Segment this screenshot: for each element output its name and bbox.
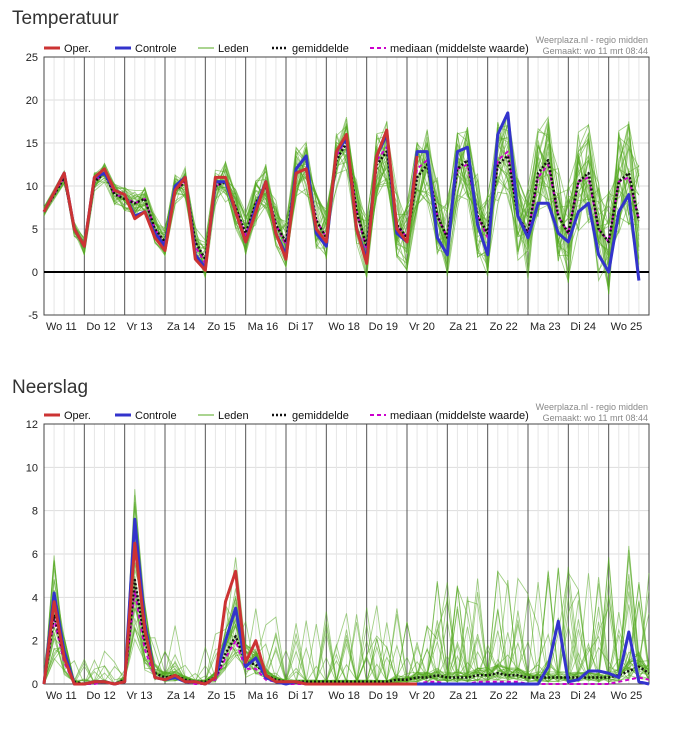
y-tick-label: 2 [32,636,38,648]
x-day-label: Za 21 [449,690,477,702]
x-day-label: Do 12 [86,690,115,702]
legend-label-gemiddelde: gemiddelde [292,43,349,55]
gemiddelde-line [42,578,650,686]
x-day-label: Zo 22 [490,690,518,702]
y-tick-label: 5 [32,224,38,236]
credit-timestamp: Gemaakt: wo 11 mrt 08:44 [543,46,648,56]
plot-frame [43,56,650,316]
legend-label-controle: Controle [135,410,177,422]
x-day-label: Ma 23 [530,690,561,702]
y-tick-label: 10 [26,462,38,474]
precipitation-title: Neerslag [12,377,89,398]
y-tick-label: 15 [26,138,38,150]
x-day-label: Wo 25 [611,690,643,702]
x-day-label: Di 24 [570,321,596,333]
y-tick-label: 0 [32,267,38,279]
x-day-label: Do 19 [369,690,398,702]
x-day-label: Vr 20 [409,321,435,333]
y-tick-label: 0 [32,679,38,691]
y-tick-label: 25 [26,52,38,64]
y-tick-label: 12 [26,419,38,431]
x-day-label: Do 19 [369,321,398,333]
y-tick-label: -5 [28,310,38,322]
x-day-label: Vr 13 [127,321,153,333]
x-day-label: Wo 11 [46,690,77,702]
x-day-label: Di 24 [570,690,596,702]
mediaan-line [43,589,650,685]
legend-label-controle: Controle [135,43,177,55]
x-day-label: Vr 13 [127,690,153,702]
legend-label-gemiddelde: gemiddelde [292,410,349,422]
x-day-label: Zo 15 [207,321,235,333]
x-day-label: Ma 23 [530,321,561,333]
x-day-label: Ma 16 [248,690,279,702]
x-day-label: Di 17 [288,321,314,333]
credit-timestamp: Gemaakt: wo 11 mrt 08:44 [543,413,648,423]
oper-line [42,128,419,272]
temperature-title: Temperatuur [12,8,119,29]
x-day-label: Vr 20 [409,690,435,702]
legend-label-oper: Oper. [64,43,91,55]
leden-member-line [43,123,640,275]
x-day-label: Za 14 [167,690,195,702]
legend-label-mediaan: mediaan (middelste waarde) [390,43,529,55]
y-tick-label: 4 [32,592,38,604]
x-day-label: Zo 22 [490,321,518,333]
x-day-label: Ma 16 [248,321,279,333]
x-day-label: Wo 18 [328,321,360,333]
legend-label-mediaan: mediaan (middelste waarde) [390,410,529,422]
x-day-label: Di 17 [288,690,314,702]
legend-label-leden: Leden [218,43,249,55]
legend-label-oper: Oper. [64,410,91,422]
y-tick-label: 6 [32,549,38,561]
x-day-label: Wo 11 [46,321,77,333]
x-day-label: Wo 25 [611,321,643,333]
temperature-chart: -5 0 5 10 15 20 25 Wo 11 Do 12 Vr 13 Za 14 Zo 15 Ma … [26,35,650,333]
y-tick-label: 20 [26,95,38,107]
credit-source: Weerplaza.nl - regio midden [536,35,648,45]
x-day-label: Zo 15 [207,690,235,702]
legend-label-leden: Leden [218,410,249,422]
x-day-label: Za 14 [167,321,195,333]
y-tick-label: 8 [32,506,38,518]
x-day-label: Wo 18 [328,690,360,702]
x-day-label: Do 12 [86,321,115,333]
leden-member-line [43,120,640,291]
x-day-label: Za 21 [449,321,477,333]
credit-source: Weerplaza.nl - regio midden [536,402,648,412]
y-tick-label: 10 [26,181,38,193]
oper-line [42,541,418,686]
precipitation-chart: 0 2 4 6 8 10 12 Wo 11 Do 12 Vr 13 Za 14 Zo 15 Ma 16 D… [26,402,650,702]
